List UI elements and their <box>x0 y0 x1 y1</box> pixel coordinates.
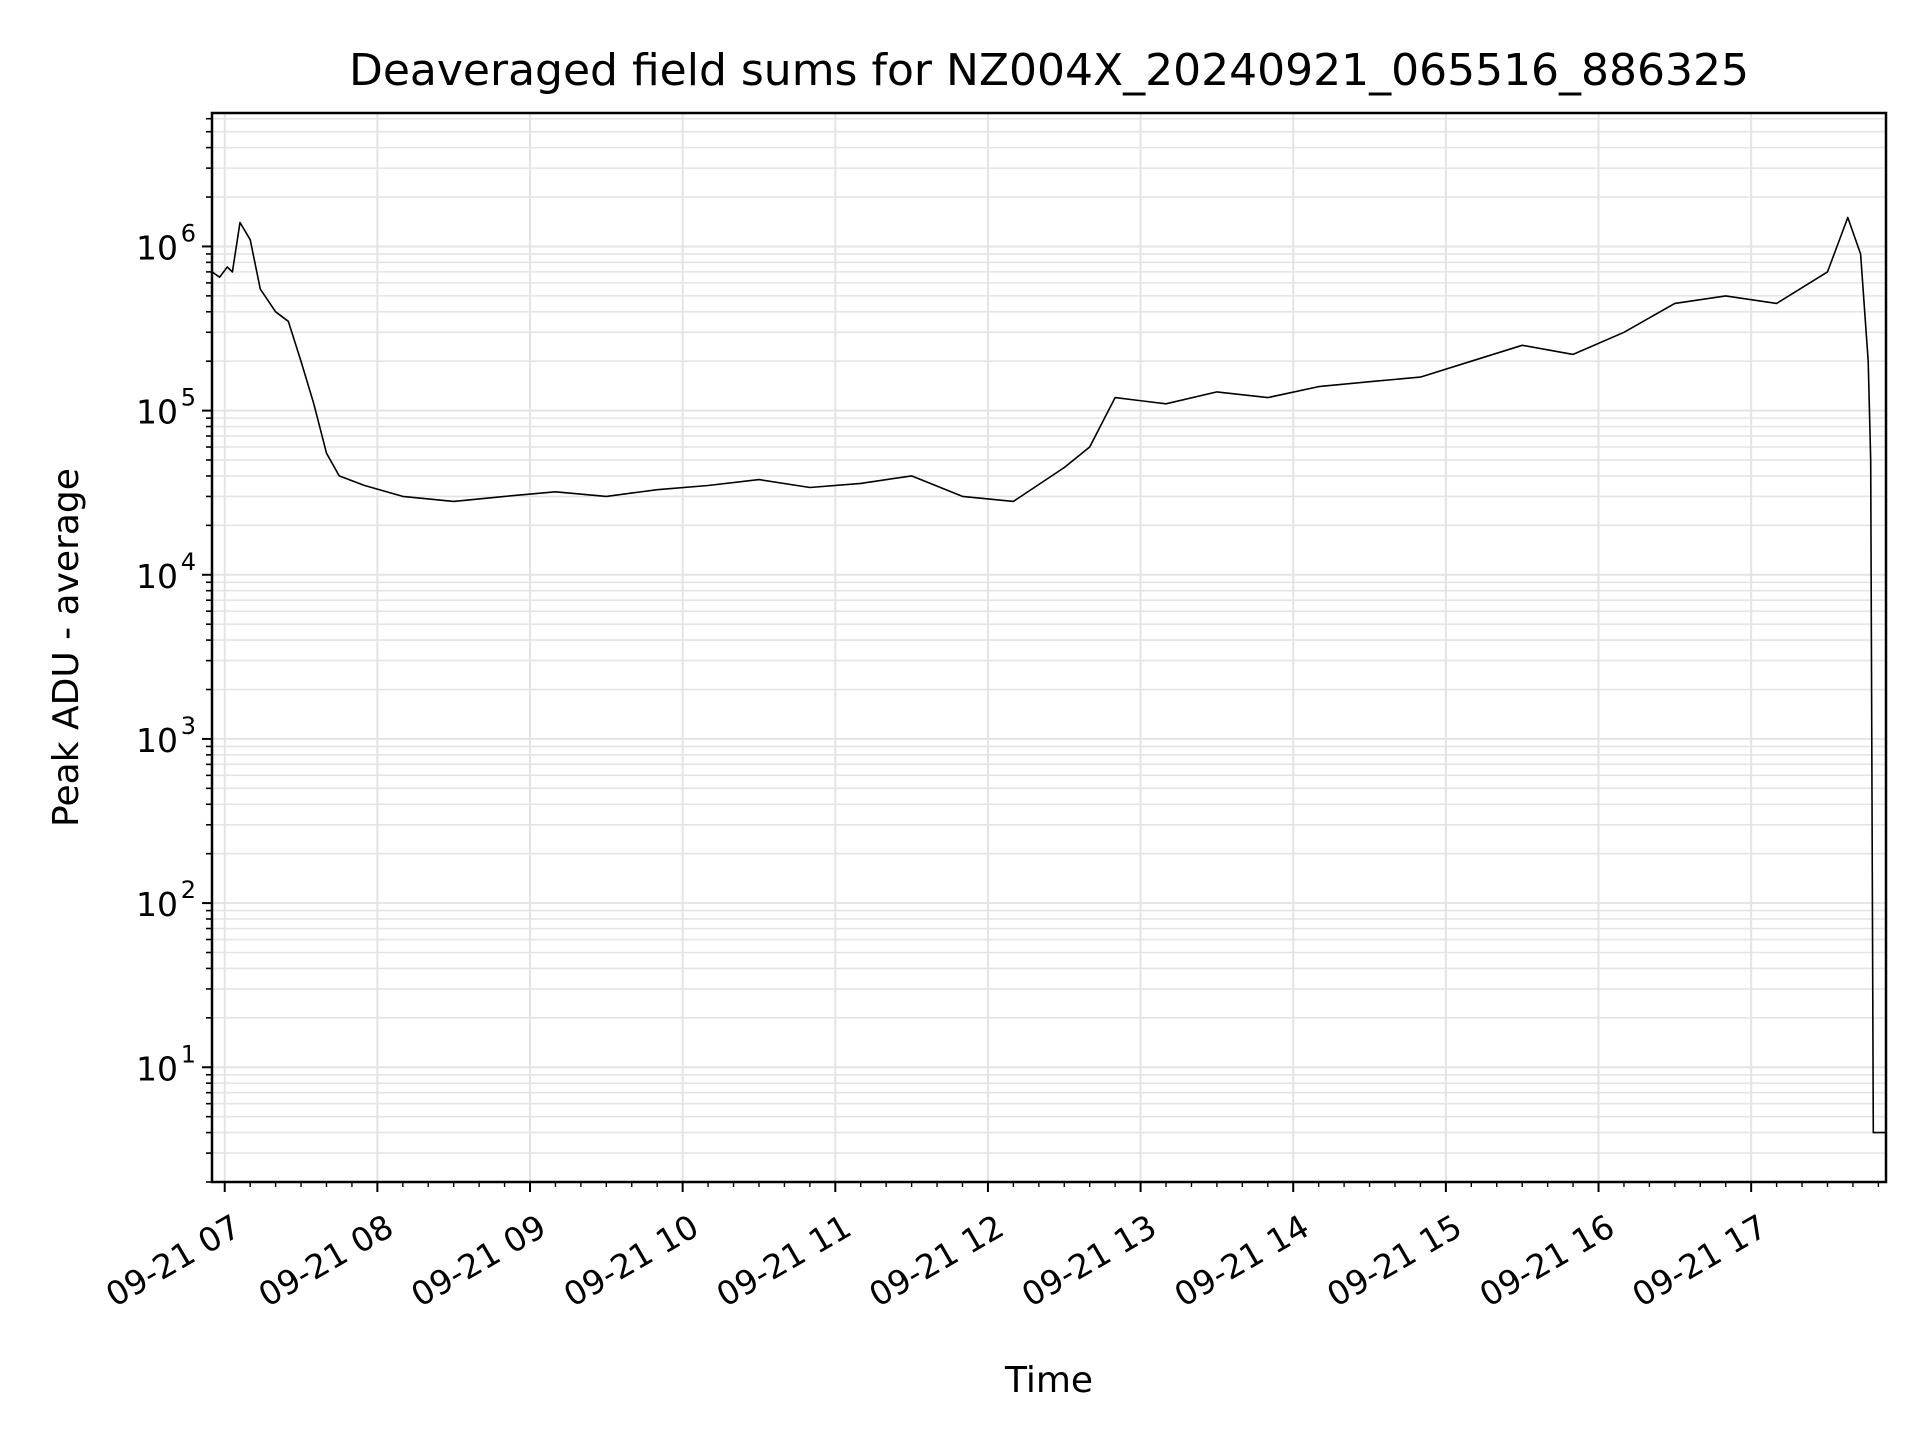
x-tick-label: 09-21 13 <box>1015 1207 1163 1315</box>
x-tick-label: 09-21 17 <box>1626 1207 1774 1315</box>
y-tick-label: 10 <box>136 557 178 596</box>
y-tick-label: 10 <box>136 1049 178 1088</box>
plot-frame <box>210 111 1888 1184</box>
y-tick-exponent: 4 <box>181 548 196 576</box>
x-tick-label: 09-21 07 <box>99 1207 247 1315</box>
x-axis: 09-21 07 09-21 08 09-21 09 09-21 10 09-21 11… <box>99 1182 1880 1315</box>
y-tick-exponent: 6 <box>181 219 196 247</box>
chart-title: Deaveraged field sums for NZ004X_2024092… <box>349 45 1749 96</box>
x-tick-label: 09-21 14 <box>1168 1207 1316 1315</box>
y-tick-exponent: 1 <box>181 1040 196 1068</box>
y-tick-label: 10 <box>136 228 178 267</box>
y-tick-label: 10 <box>136 721 178 760</box>
series-line <box>211 216 1886 1134</box>
y-tick-label: 10 <box>136 393 178 432</box>
y-tick-exponent: 3 <box>181 712 196 740</box>
x-tick-label: 09-21 11 <box>710 1207 858 1315</box>
x-tick-label: 09-21 12 <box>862 1207 1010 1315</box>
y-tick-label: 10 <box>136 885 178 924</box>
x-tick-label: 09-21 10 <box>557 1207 705 1315</box>
x-tick-label: 09-21 08 <box>252 1207 400 1315</box>
x-tick-label: 09-21 16 <box>1473 1207 1621 1315</box>
y-axis-label: Peak ADU - average <box>46 468 87 827</box>
x-tick-label: 09-21 09 <box>404 1207 552 1315</box>
x-tick-label: 09-21 15 <box>1320 1207 1468 1315</box>
grid-lines <box>212 113 1886 1183</box>
x-axis-label: Time <box>1004 1360 1093 1401</box>
y-tick-exponent: 2 <box>181 876 196 904</box>
series-layer <box>211 216 1886 1134</box>
y-tick-exponent: 5 <box>181 384 196 412</box>
